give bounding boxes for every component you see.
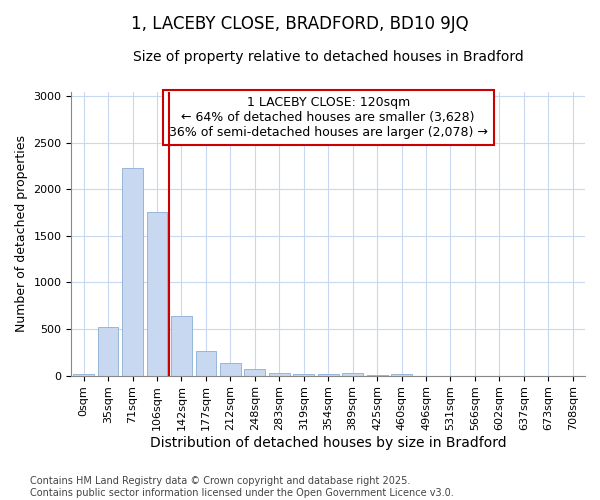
Bar bbox=[244, 369, 265, 376]
Bar bbox=[171, 316, 192, 376]
Y-axis label: Number of detached properties: Number of detached properties bbox=[15, 135, 28, 332]
Text: 1, LACEBY CLOSE, BRADFORD, BD10 9JQ: 1, LACEBY CLOSE, BRADFORD, BD10 9JQ bbox=[131, 15, 469, 33]
Text: Contains HM Land Registry data © Crown copyright and database right 2025.
Contai: Contains HM Land Registry data © Crown c… bbox=[30, 476, 454, 498]
Bar bbox=[220, 362, 241, 376]
Text: 1 LACEBY CLOSE: 120sqm
← 64% of detached houses are smaller (3,628)
36% of semi-: 1 LACEBY CLOSE: 120sqm ← 64% of detached… bbox=[169, 96, 488, 139]
Bar bbox=[293, 374, 314, 376]
Bar bbox=[146, 212, 167, 376]
Bar bbox=[391, 374, 412, 376]
Bar bbox=[318, 374, 338, 376]
Bar bbox=[269, 373, 290, 376]
Bar bbox=[98, 327, 118, 376]
Bar bbox=[196, 352, 217, 376]
X-axis label: Distribution of detached houses by size in Bradford: Distribution of detached houses by size … bbox=[150, 436, 506, 450]
Bar bbox=[122, 168, 143, 376]
Title: Size of property relative to detached houses in Bradford: Size of property relative to detached ho… bbox=[133, 50, 524, 64]
Bar bbox=[342, 373, 363, 376]
Bar bbox=[73, 374, 94, 376]
